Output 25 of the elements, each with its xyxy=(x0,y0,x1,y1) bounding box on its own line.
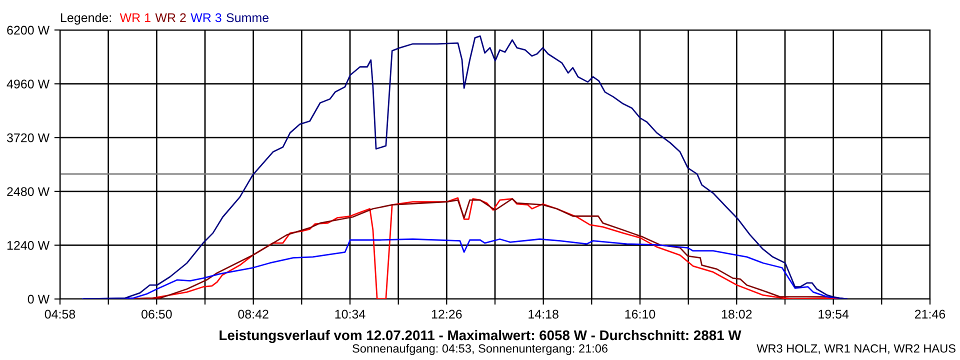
x-tick-label: 18:02 xyxy=(722,310,752,319)
y-tick-label: 1240 W xyxy=(7,241,50,250)
text: WR 1 xyxy=(120,13,150,22)
x-tick-label: 12:26 xyxy=(432,310,462,319)
text: WR 3 xyxy=(190,13,222,22)
x-tick-label: 10:34 xyxy=(335,310,366,319)
text: Sonnenaufgang: 04:53, Sonnenuntergang: 21:06 xyxy=(352,344,608,356)
x-tick-label: 14:18 xyxy=(528,310,558,319)
x-tick-label: 16:10 xyxy=(625,310,656,319)
text: Summe xyxy=(226,13,269,22)
y-tick-label: 0 W xyxy=(28,294,50,304)
y-tick-label: 2480 W xyxy=(7,187,50,196)
x-tick-label: 04:58 xyxy=(44,310,76,319)
y-tick-label: 6200 W xyxy=(7,26,50,35)
x-tick-label: 21:46 xyxy=(914,310,946,319)
text: WR 2 xyxy=(155,13,186,22)
x-tick-label: 19:54 xyxy=(818,310,849,319)
x-tick-label: 08:42 xyxy=(238,310,268,319)
legend-title: Legende: xyxy=(61,12,111,25)
text: WR3 HOLZ, WR1 NACH, WR2 HAUS xyxy=(756,344,956,354)
y-tick-label: 4960 W xyxy=(6,80,50,88)
line-series xyxy=(83,35,848,299)
y-tick-label: 3720 W xyxy=(6,133,50,142)
x-tick-label: 06:50 xyxy=(142,310,172,319)
text: Leistungsverlauf vom 12.07.2011 - Maximalwert: 6058 W - Durchschnitt: 2881 W xyxy=(220,330,742,343)
